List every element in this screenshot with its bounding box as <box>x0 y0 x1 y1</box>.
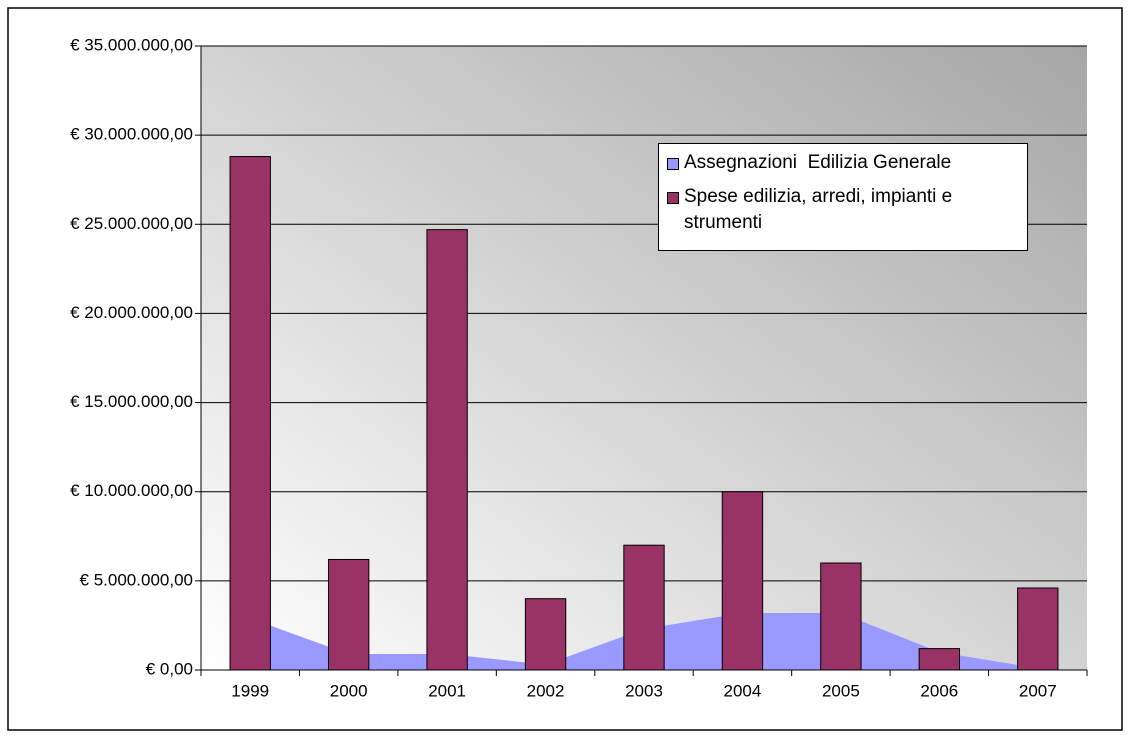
y-tick-label: € 20.000.000,00 <box>70 303 193 322</box>
x-tick-label: 1999 <box>231 681 269 700</box>
legend-label: Spese edilizia, arredi, impianti e strum… <box>684 186 958 233</box>
x-tick-label: 2000 <box>330 681 368 700</box>
bar <box>721 491 764 671</box>
bar <box>426 229 468 671</box>
bar <box>229 156 271 671</box>
x-tick-label: 2004 <box>724 681 762 700</box>
x-tick-label: 2007 <box>1019 681 1057 700</box>
legend-entry: Spese edilizia, arredi, impianti e strum… <box>667 184 1019 236</box>
legend-label: Assegnazioni Edilizia Generale <box>684 152 952 173</box>
x-tick-label: 2006 <box>920 681 958 700</box>
bar <box>820 562 862 671</box>
y-tick-label: € 15.000.000,00 <box>70 392 193 411</box>
legend-swatch <box>667 158 679 170</box>
bar <box>623 544 665 671</box>
y-tick-label: € 10.000.000,00 <box>70 481 193 500</box>
bar <box>327 558 370 671</box>
y-tick-label: € 25.000.000,00 <box>70 214 193 233</box>
y-tick-label: € 5.000.000,00 <box>80 570 193 589</box>
legend: Assegnazioni Edilizia Generale Spese edil… <box>658 143 1028 251</box>
y-tick-label: € 0,00 <box>146 659 193 678</box>
y-tick-label: € 30.000.000,00 <box>70 125 193 144</box>
bar <box>918 648 961 671</box>
legend-swatch <box>667 192 679 204</box>
x-tick-label: 2003 <box>625 681 663 700</box>
x-tick-label: 2002 <box>527 681 565 700</box>
x-tick-label: 2001 <box>428 681 466 700</box>
y-tick-label: € 35.000.000,00 <box>70 35 193 54</box>
bar <box>524 598 567 671</box>
bar <box>1017 587 1059 671</box>
legend-entry: Assegnazioni Edilizia Generale <box>667 150 1019 176</box>
x-tick-label: 2005 <box>822 681 860 700</box>
